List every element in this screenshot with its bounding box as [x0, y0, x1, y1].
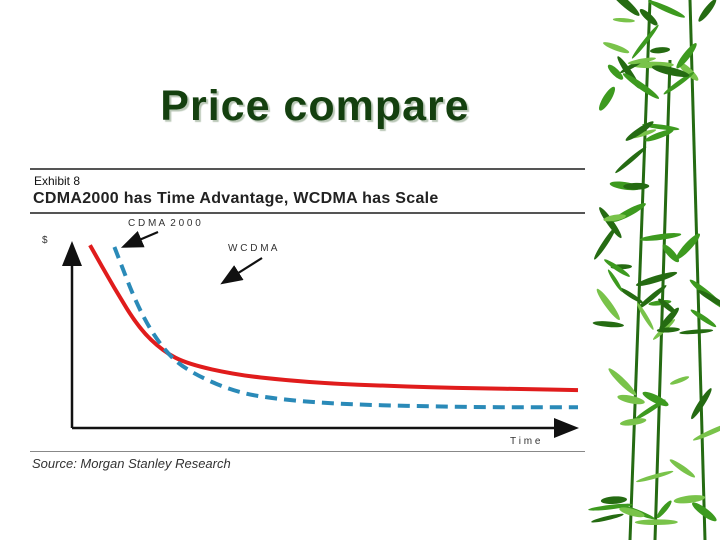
y-axis-label: $ [42, 235, 48, 246]
bamboo-leaf [607, 0, 640, 16]
bamboo-leaf [651, 65, 690, 78]
bamboo-stem [688, 0, 707, 540]
bamboo-leaf [637, 285, 667, 310]
bamboo-leaf [659, 307, 679, 330]
bamboo-leaf [631, 24, 659, 59]
bamboo-leaf [592, 321, 624, 328]
bamboo-leaf [599, 207, 622, 239]
bamboo-leaf [607, 269, 623, 292]
bamboo-leaf [599, 86, 616, 111]
bamboo-leaf [658, 298, 677, 314]
x-axis-label: T i m e [510, 436, 541, 447]
bamboo-leaf [622, 73, 660, 99]
exhibit-label: Exhibit 8 [34, 174, 81, 188]
slide-title: Price compare [160, 82, 470, 130]
bamboo-leaf [636, 470, 674, 483]
bamboo-leaf [636, 302, 654, 330]
bamboo-leaf [618, 287, 644, 304]
bamboo-leaf [676, 233, 701, 260]
exhibit-header-rule [30, 212, 585, 214]
bamboo-leaf [679, 329, 714, 335]
bamboo-leaf [692, 502, 717, 522]
bamboo-leaf [662, 244, 680, 263]
annotation-cdma2000: C D M A 2 0 0 0 [128, 218, 201, 229]
bamboo-leaf [594, 227, 616, 260]
bamboo-leaf [691, 388, 712, 420]
exhibit-bottom-rule [30, 451, 585, 452]
bamboo-leaf [676, 43, 697, 69]
bamboo-leaf [600, 496, 627, 505]
bamboo-leaf [692, 422, 720, 441]
bamboo-leaf [656, 327, 680, 333]
bamboo-leaf [634, 399, 666, 421]
bamboo-leaf [615, 146, 647, 174]
bamboo-leaf [612, 17, 635, 23]
bamboo-leaf [604, 259, 630, 277]
bamboo-leaf [603, 42, 630, 54]
annotation-wcdma: W C D M A [228, 243, 278, 254]
series-line-wcdma [112, 246, 578, 410]
bamboo-leaf [690, 309, 717, 328]
bamboo-leaf [619, 418, 647, 426]
bamboo-leaf [617, 394, 645, 405]
bamboo-leaf [678, 61, 699, 81]
bamboo-leaf [603, 214, 626, 222]
bamboo-leaf [619, 507, 645, 518]
bamboo-leaf [639, 233, 682, 241]
bamboo-leaf [608, 368, 637, 396]
bamboo-leaf [663, 72, 695, 95]
exhibit-headline: CDMA2000 has Time Advantage, WCDMA has S… [33, 190, 439, 207]
bamboo-leaf [673, 495, 706, 504]
bamboo-leaf [607, 64, 624, 80]
bamboo-leaf [625, 121, 654, 141]
bamboo-leaf [634, 519, 678, 526]
annotation-arrow-cdma2000 [120, 230, 159, 248]
bamboo-leaf [670, 376, 690, 385]
series-line-cdma2000 [88, 244, 579, 393]
bamboo-leaf [650, 47, 670, 54]
exhibit-top-rule [30, 168, 585, 170]
bamboo-leaf [635, 271, 678, 287]
source-note: Source: Morgan Stanley Research [32, 456, 231, 471]
bamboo-leaf [639, 9, 658, 26]
annotation-arrow-wcdma [220, 257, 263, 285]
bamboo-leaf [697, 290, 720, 310]
bamboo-leaf [627, 57, 656, 65]
bamboo-leaf [623, 182, 650, 190]
bamboo-leaf [588, 503, 634, 511]
bamboo-leaf [648, 0, 686, 18]
bamboo-leaf [591, 513, 624, 523]
bamboo-leaf [698, 0, 717, 22]
bamboo-leaf [642, 391, 669, 407]
bamboo-leaf [656, 500, 672, 519]
bamboo-leaf [644, 129, 674, 142]
bamboo-leaf [596, 288, 620, 321]
bamboo-leaf [669, 459, 696, 478]
